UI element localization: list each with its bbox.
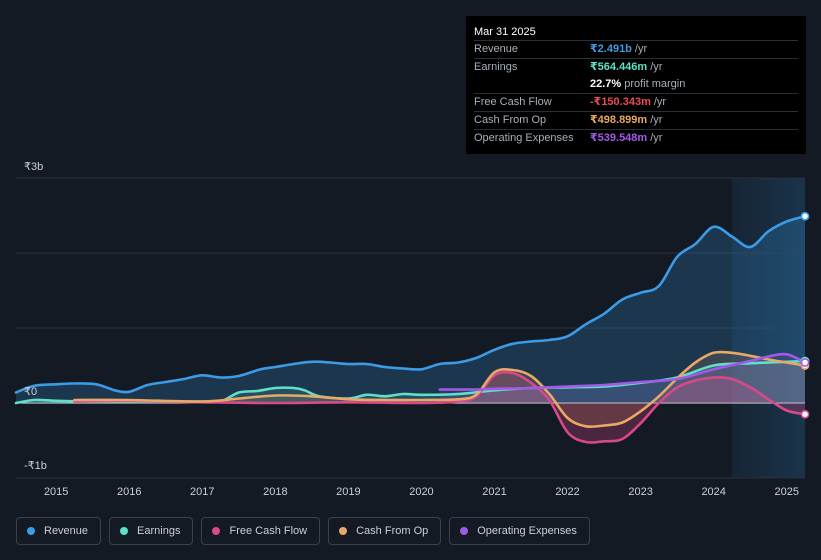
- tooltip-date: Mar 31 2025: [474, 26, 536, 38]
- tooltip-row: 22.7% profit margin: [474, 76, 798, 93]
- tooltip-row-unit: /yr: [634, 43, 648, 55]
- legend: Revenue Earnings Free Cash Flow Cash From O…: [16, 517, 594, 545]
- tooltip-row-unit: /yr: [650, 114, 663, 126]
- tooltip-row-value: ₹564.446m: [590, 61, 648, 73]
- series-area-revenue: [16, 216, 805, 403]
- x-tick-label: 2016: [117, 486, 141, 498]
- y-tick-label: -₹1b: [24, 460, 47, 472]
- series-line-cash-from-op: [73, 350, 807, 429]
- tooltip-row-label: Free Cash Flow: [474, 96, 552, 108]
- x-tick-label: 2020: [409, 486, 433, 498]
- legend-dot-icon: [120, 527, 129, 535]
- series-end-marker-revenue: [800, 211, 810, 221]
- legend-dot-icon: [460, 527, 469, 535]
- tooltip-row-label: Operating Expenses: [474, 132, 574, 144]
- legend-dot-icon: [339, 527, 348, 535]
- tooltip-row-value: ₹2.491b: [590, 43, 632, 55]
- x-tick-label: 2022: [555, 486, 579, 498]
- legend-item-revenue[interactable]: Revenue: [16, 517, 102, 545]
- x-tick-label: 2015: [44, 486, 68, 498]
- series-area-earnings: [16, 361, 805, 403]
- series-end-marker-operating-expenses: [800, 358, 810, 367]
- tooltip-row-unit: /yr: [650, 132, 663, 144]
- series-end-marker-free-cash-flow: [800, 409, 810, 419]
- tooltip-row: Earnings ₹564.446m/yr: [474, 58, 798, 76]
- x-tick-label: 2023: [628, 486, 652, 498]
- x-tick-label: 2017: [190, 486, 214, 498]
- tooltip-row-unit: profit margin: [624, 78, 686, 90]
- legend-label: Operating Expenses: [477, 525, 577, 537]
- tooltip-row-value: ₹539.548m: [590, 132, 648, 144]
- legend-label: Earnings: [137, 525, 181, 537]
- legend-dot-icon: [212, 527, 221, 535]
- tooltip-row-label: Earnings: [474, 61, 518, 73]
- y-tick-label: ₹3b: [24, 161, 43, 173]
- legend-item-earnings[interactable]: Earnings: [109, 517, 194, 545]
- x-tick-label: 2021: [482, 486, 506, 498]
- series-area-free-cash-flow: [74, 372, 805, 443]
- y-tick-label: ₹0: [24, 386, 37, 398]
- legend-item-operating-expenses[interactable]: Operating Expenses: [449, 517, 590, 545]
- series-line-revenue: [14, 215, 807, 394]
- tooltip-row: Operating Expenses ₹539.548m/yr: [474, 129, 798, 147]
- tooltip-row-label: Revenue: [474, 43, 519, 55]
- tooltip-row: Revenue ₹2.491b/yr: [474, 40, 798, 58]
- legend-label: Free Cash Flow: [229, 525, 308, 537]
- series-area-operating-expenses: [439, 354, 805, 403]
- tooltip-row-unit: /yr: [650, 61, 663, 73]
- tooltip-row-value: -₹150.343m: [590, 96, 651, 108]
- series-line-free-cash-flow: [73, 370, 807, 444]
- tooltip-panel: Mar 31 2025 Revenue ₹2.491b/yr Earnings ₹56…: [466, 16, 806, 154]
- x-tick-label: 2018: [263, 486, 287, 498]
- legend-item-cash-from-op[interactable]: Cash From Op: [328, 517, 442, 545]
- tooltip-row-label: Cash From Op: [474, 114, 547, 126]
- legend-item-free-cash-flow[interactable]: Free Cash Flow: [201, 517, 321, 545]
- x-tick-label: 2019: [336, 486, 360, 498]
- tooltip-row-label: [474, 76, 590, 93]
- tooltip-row-value: 22.7%: [590, 78, 622, 90]
- tooltip-row-unit: /yr: [653, 96, 667, 108]
- legend-label: Revenue: [44, 525, 89, 537]
- x-tick-label: 2025: [774, 486, 798, 498]
- chart-area: ₹3b ₹0 -₹1b 2015 2016 2017 2018 2019 2020 2021 20…: [14, 161, 810, 498]
- series-line-operating-expenses: [438, 352, 807, 391]
- tooltip-row-value: ₹498.899m: [590, 114, 648, 126]
- tooltip-row: Free Cash Flow -₹150.343m/yr: [474, 93, 798, 111]
- series-area-cash-from-op: [74, 351, 805, 427]
- x-tick-label: 2024: [701, 486, 725, 498]
- tooltip-row: Cash From Op ₹498.899m/yr: [474, 111, 798, 129]
- legend-dot-icon: [27, 527, 35, 535]
- legend-label: Cash From Op: [356, 525, 429, 537]
